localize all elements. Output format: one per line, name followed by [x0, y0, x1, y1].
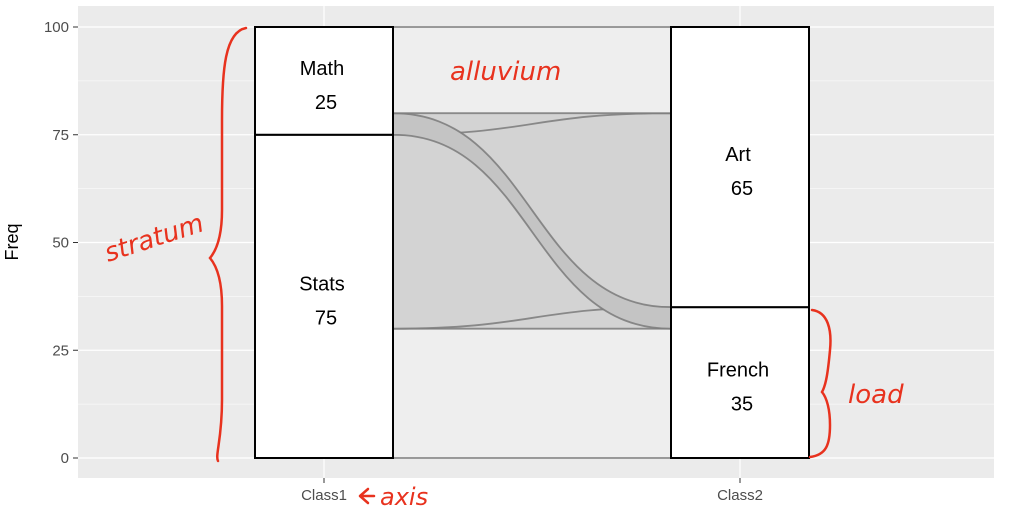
- y-tick-label-25: 25: [52, 342, 69, 359]
- stratum-brace: [208, 26, 248, 463]
- stratum-label-french: French: [707, 360, 769, 382]
- x-tick-label-class2: Class2: [717, 487, 763, 504]
- flows: [392, 26, 672, 459]
- stratum-french: [670, 306, 810, 459]
- y-tick-label-100: 100: [44, 19, 69, 36]
- stratum-value-art: 65: [731, 178, 753, 200]
- y-axis: 0 25 50 75 100: [44, 19, 78, 467]
- strata: Stats 75 Math 25 French 35 Art 65: [254, 26, 810, 459]
- x-axis: Class1 Class2: [301, 478, 763, 504]
- stratum-stats: [254, 133, 394, 459]
- stratum-value-french: 35: [731, 394, 753, 416]
- stratum-label-stats: Stats: [299, 273, 345, 295]
- annotation-load: load: [848, 380, 904, 410]
- stratum-label-math: Math: [300, 58, 344, 80]
- axis-arrow: [358, 487, 376, 505]
- stratum-art: [670, 26, 810, 309]
- annotation-alluvium: alluvium: [450, 57, 561, 87]
- load-brace: [808, 308, 832, 459]
- x-tick-label-class1: Class1: [301, 487, 347, 504]
- stratum-math: [254, 26, 394, 136]
- y-axis-label: Freq: [2, 223, 22, 260]
- y-tick-label-75: 75: [52, 127, 69, 144]
- stratum-value-stats: 75: [315, 307, 337, 329]
- flow-stats-to-french: [392, 327, 672, 459]
- y-tick-label-50: 50: [52, 235, 69, 252]
- y-tick-label-0: 0: [61, 450, 69, 467]
- stratum-value-math: 25: [315, 92, 337, 114]
- annotation-axis: axis: [380, 483, 428, 511]
- stratum-label-art: Art: [725, 144, 751, 166]
